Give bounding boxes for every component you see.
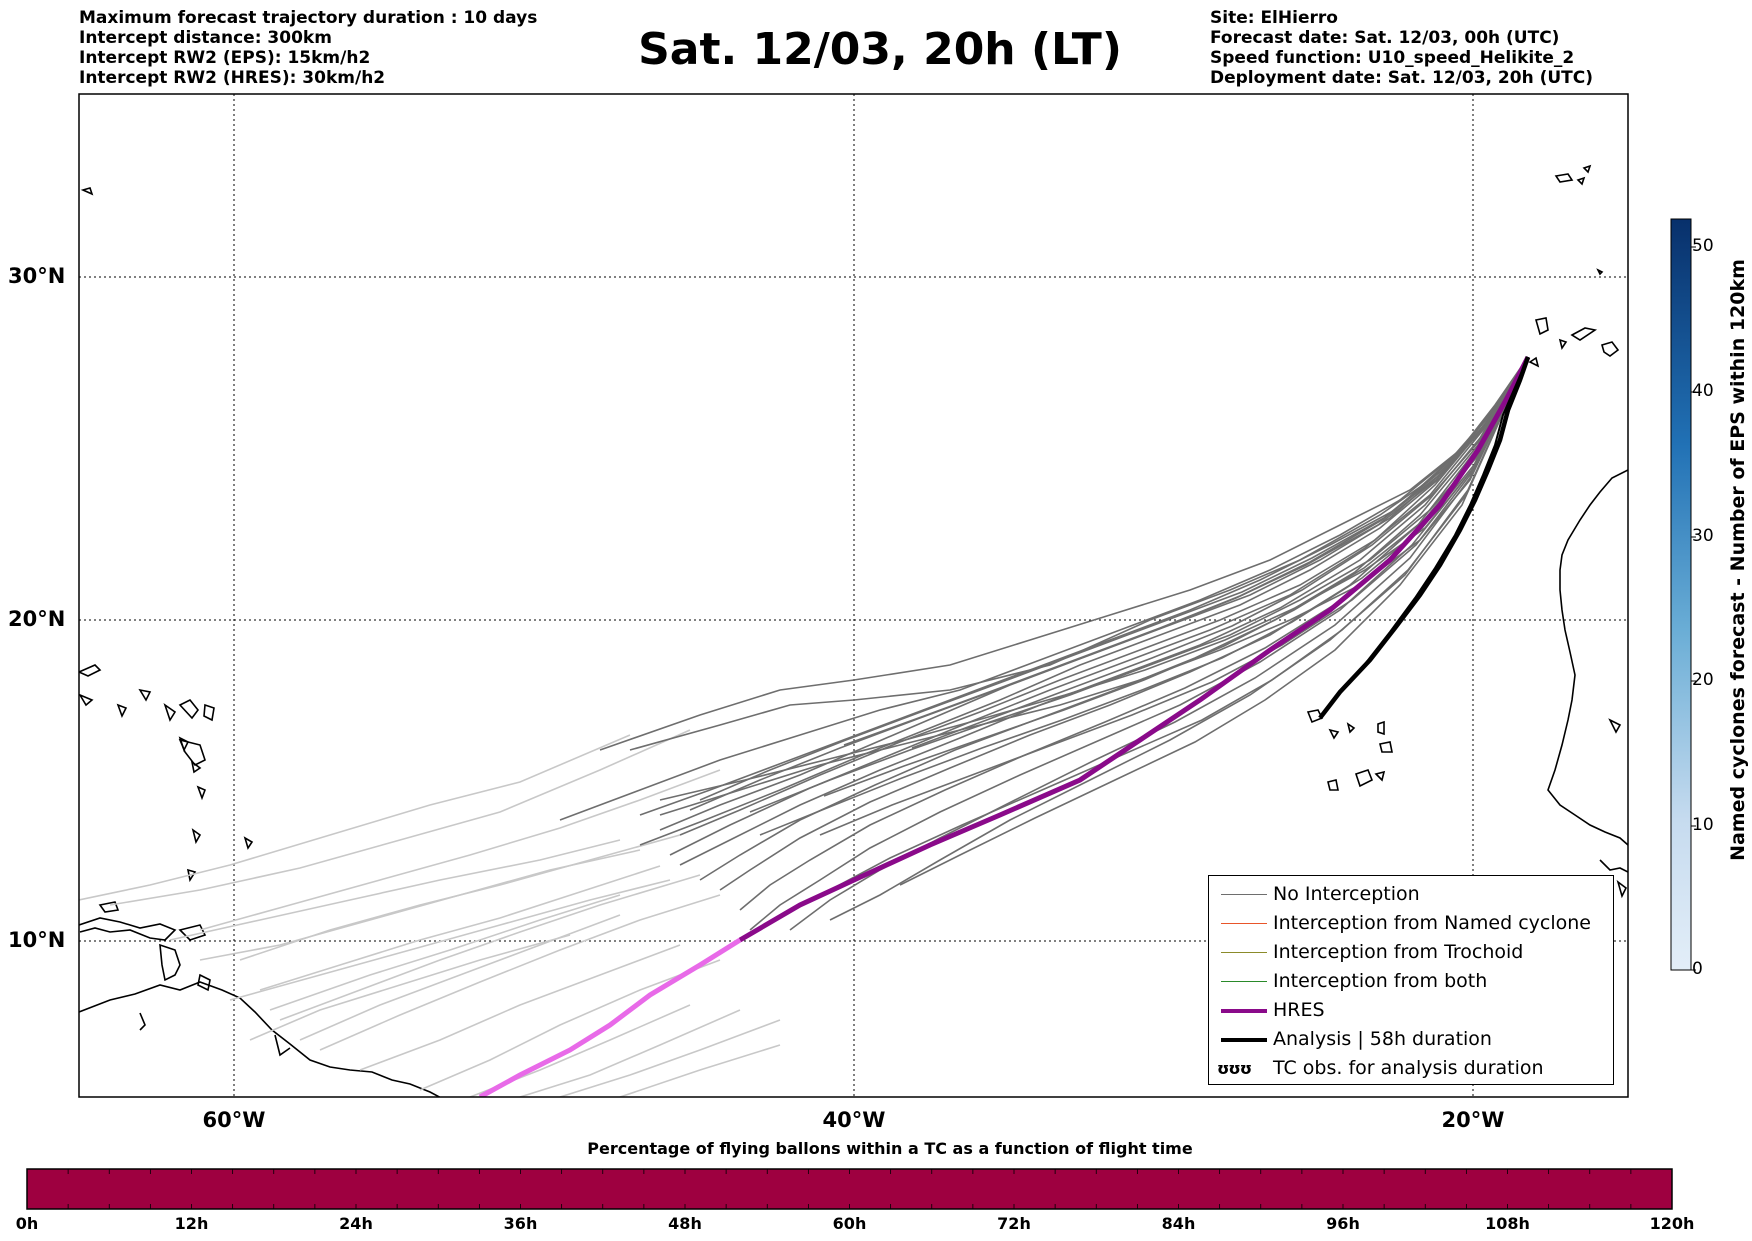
legend-swatch <box>1221 981 1267 982</box>
bar-tick-label: 36h <box>503 1214 538 1233</box>
header-line: Forecast date: Sat. 12/03, 00h (UTC) <box>1210 28 1560 48</box>
bar-minor-ticks <box>67 1169 1632 1209</box>
legend-swatch <box>1221 1038 1267 1042</box>
legend-item-trochoid: Interception from Trochoid <box>1209 939 1613 967</box>
bar-tick-label: 72h <box>997 1214 1031 1233</box>
legend-item-both: Interception from both <box>1209 968 1613 996</box>
header-info-left: Maximum forecast trajectory duration : 1… <box>79 8 537 88</box>
bar-tick-label: 120h <box>1649 1214 1695 1233</box>
colorbar-ticks <box>1691 246 1696 971</box>
header-line: Maximum forecast trajectory duration : 1… <box>79 8 538 28</box>
header-line: Intercept distance: 300km <box>79 28 332 48</box>
legend-label: HRES <box>1273 999 1325 1021</box>
lon-label-60w: 60°W <box>202 1108 266 1132</box>
cyclone-colorbar <box>1670 218 1692 971</box>
analysis-trajectory-edge <box>1335 356 1529 697</box>
legend-swatch <box>1221 894 1267 895</box>
legend-item-named-cyclone: Interception from Named cyclone <box>1209 910 1613 938</box>
colorbar-tick-label: 40 <box>1692 381 1714 401</box>
legend-item-analysis: Analysis | 58h duration <box>1209 1026 1613 1054</box>
legend-label: Interception from both <box>1273 970 1488 992</box>
analysis-trajectory <box>1318 356 1531 720</box>
header-line: Intercept RW2 (HRES): 30km/h2 <box>79 68 386 88</box>
hres-trajectory <box>738 355 1531 943</box>
map-frame <box>78 93 1629 1098</box>
legend-label: No Interception <box>1273 883 1420 905</box>
bar-tick-label: 0h <box>15 1214 39 1233</box>
bar-tick-label: 108h <box>1485 1214 1530 1233</box>
lon-label-40w: 40°W <box>822 1108 886 1132</box>
bar-title: Percentage of flying ballons within a TC… <box>587 1139 1193 1158</box>
bar-tick-label: 24h <box>339 1214 373 1233</box>
header-info-right: Site: ElHierro Forecast date: Sat. 12/03… <box>1210 8 1593 88</box>
header-line: Speed function: U10_speed_Helikite_2 <box>1210 48 1575 68</box>
lat-label-10n: 10°N <box>8 928 66 952</box>
legend-swatch <box>1221 952 1267 953</box>
header-line: Intercept RW2 (EPS): 15km/h2 <box>79 48 371 68</box>
colorbar-tick-label: 50 <box>1692 236 1714 256</box>
faded-trajectories <box>79 729 781 1097</box>
legend-swatch <box>1221 1009 1267 1013</box>
lat-label-30n: 30°N <box>8 264 66 288</box>
legend-item-tc-obs: ʊʊʊ TC obs. for analysis duration <box>1209 1055 1613 1083</box>
colorbar-label: Named cyclones forecast - Number of EPS … <box>1727 259 1749 861</box>
map-legend: No Interception Interception from Named … <box>1208 875 1614 1085</box>
lon-label-20w: 20°W <box>1441 1108 1505 1132</box>
colorbar-tick-label: 0 <box>1692 959 1703 979</box>
legend-item-no-interception: No Interception <box>1209 881 1613 909</box>
header-line: Site: ElHierro <box>1210 8 1338 28</box>
colorbar-tick-label: 20 <box>1692 670 1714 690</box>
legend-label: Analysis | 58h duration <box>1273 1028 1492 1050</box>
legend-swatch <box>1221 923 1267 924</box>
bar-tick-label: 60h <box>832 1214 867 1233</box>
colorbar-tick-label: 10 <box>1692 815 1714 835</box>
legend-label: TC obs. for analysis duration <box>1273 1057 1544 1079</box>
bar-tick-label: 96h <box>1326 1214 1360 1233</box>
hres-trajectory-faded <box>478 937 742 1097</box>
tc-percentage-bar <box>26 1168 1673 1210</box>
bar-tick-label: 48h <box>668 1214 702 1233</box>
map-title: Sat. 12/03, 20h (LT) <box>638 24 1122 75</box>
colorbar-tick-label: 30 <box>1692 526 1714 546</box>
bar-tick-label: 12h <box>174 1214 209 1233</box>
tc-obs-symbol-icon: ʊʊʊ <box>1217 1059 1252 1078</box>
lat-label-20n: 20°N <box>8 607 66 631</box>
legend-label: Interception from Named cyclone <box>1273 912 1591 934</box>
header-line: Deployment date: Sat. 12/03, 20h (UTC) <box>1210 68 1594 88</box>
legend-label: Interception from Trochoid <box>1273 941 1524 963</box>
legend-item-hres: HRES <box>1209 997 1613 1025</box>
bar-tick-label: 84h <box>1161 1214 1196 1233</box>
